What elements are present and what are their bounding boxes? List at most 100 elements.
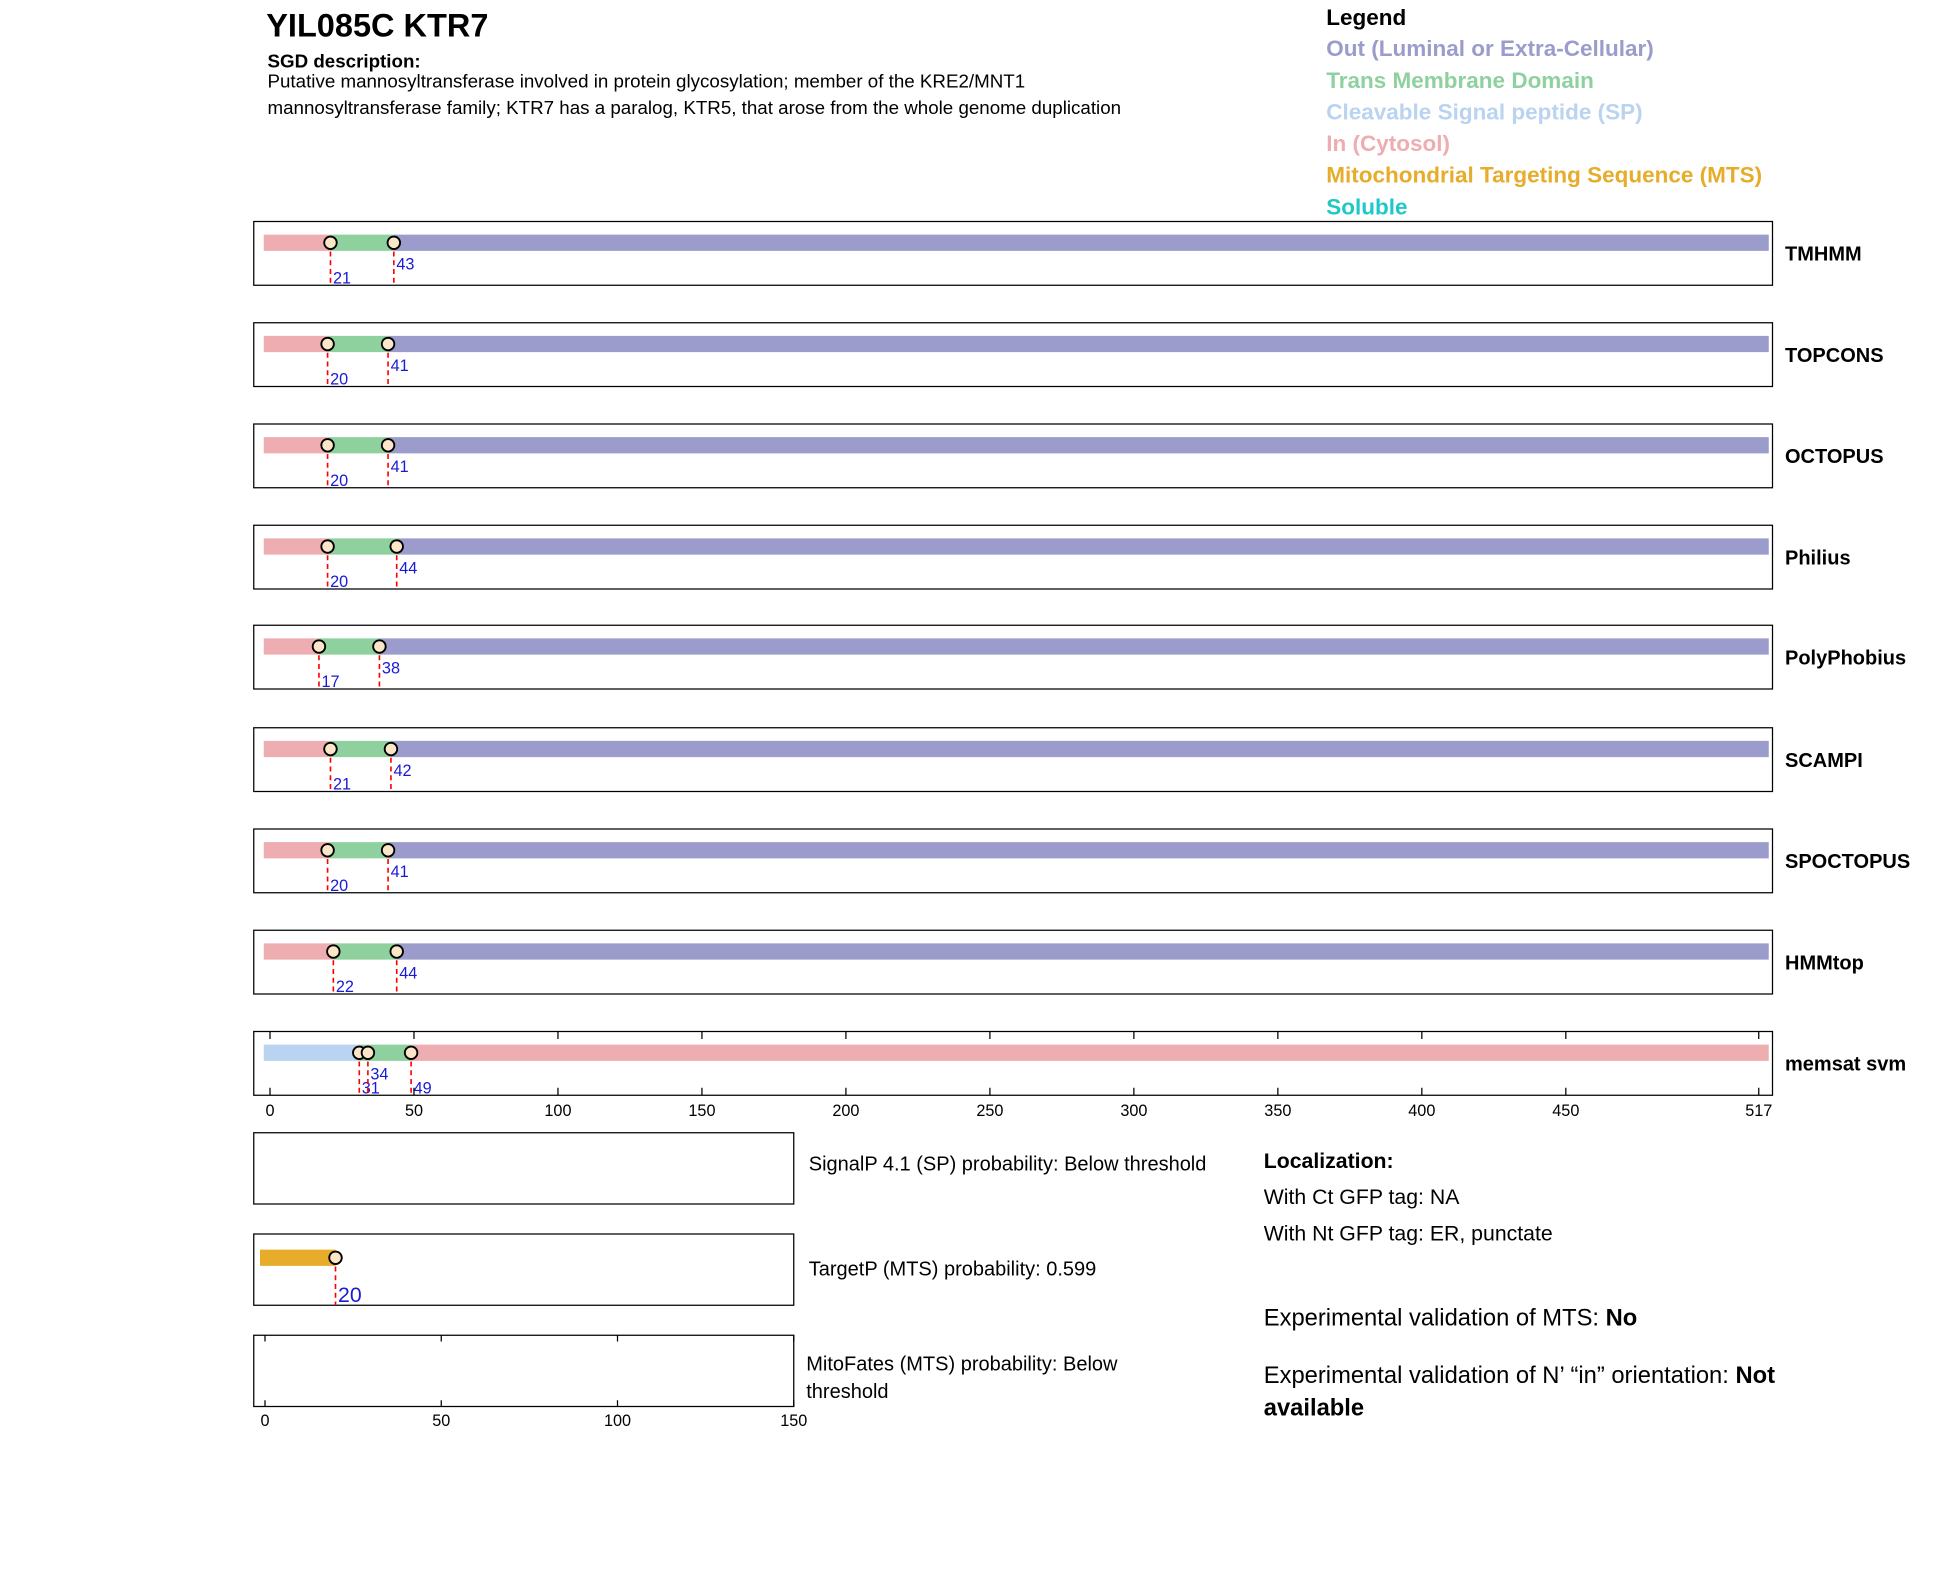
boundary-label: 17 [321,673,339,691]
track-name: HMMtop [1785,952,1864,974]
segment [263,234,331,251]
desc-line: Putative mannosyltransferase involved in… [268,71,1026,92]
segment [396,943,1769,960]
track-box [253,929,1774,995]
track-box [253,1334,795,1408]
boundary-marker [320,438,335,453]
segment [327,842,389,859]
x-tick-label: 50 [405,1102,423,1120]
x-tick-label: 50 [432,1412,450,1430]
x-tick-label: 0 [265,1102,274,1120]
x-tick-label: 250 [976,1102,1003,1120]
track-box [253,1132,795,1205]
boundary-label: 20 [338,1283,362,1307]
legend-title: Legend [1326,5,1406,30]
segment [379,638,1769,655]
boundary-marker [403,1045,419,1060]
boundary-label: 20 [330,573,348,591]
loc-ct: With Ct GFP tag: NA [1263,1185,1460,1209]
segment [330,234,394,251]
track-box [253,322,1774,388]
segment [263,335,328,353]
x-tick-label: 100 [544,1102,571,1120]
segment [393,234,1769,251]
boundary-label: 38 [382,659,400,677]
boundary-marker [311,639,327,654]
segment [396,538,1769,555]
segment [263,740,331,758]
panel-text: SignalP 4.1 (SP) probability: Below thre… [809,1154,1207,1176]
boundary-marker [320,336,335,352]
track-box [253,423,1774,489]
boundary-label: 31 [362,1079,380,1097]
x-tick-label: 300 [1120,1102,1147,1120]
track-name: SPOCTOPUS [1785,851,1910,873]
boundary-label: 20 [330,877,348,895]
localization-block: Localization: With Ct GFP tag: NA With N… [1264,1145,1914,1425]
desc-label: SGD description: [268,51,421,72]
boundary-label: 49 [414,1079,432,1097]
boundary-marker [386,235,402,250]
boundary-marker [389,539,404,554]
boundary-marker [389,944,404,959]
loc-mts: Experimental validation of MTS: No [1264,1303,1914,1336]
boundary-marker [328,1250,343,1265]
x-tick-label: 400 [1408,1102,1435,1120]
track-box [253,727,1774,793]
x-tick-label: 350 [1264,1102,1291,1120]
segment [263,437,328,454]
boundary-label: 20 [330,472,348,490]
segment [367,1044,412,1061]
track-name: PolyPhobius [1785,647,1906,669]
x-tick-label: 0 [260,1412,269,1430]
boundary-marker [323,235,338,250]
track-name: memsat svm [1785,1054,1906,1076]
track-name: SCAMPI [1785,750,1863,772]
segment [388,437,1769,454]
boundary-marker [372,639,387,654]
segment [411,1044,1769,1061]
boundary-marker [380,336,396,352]
desc-line: mannosyltransferase family; KTR7 has a p… [268,97,1122,118]
segment [263,842,328,859]
track-name: Philius [1785,547,1851,569]
loc-orient-value: Not available [1263,1362,1776,1422]
legend-item: Out (Luminal or Extra-Cellular) [1326,36,1654,61]
boundary-label: 42 [393,762,411,780]
title: YIL085C KTR7 [266,7,488,43]
loc-mts-label: Experimental validation of MTS: [1263,1305,1606,1332]
panel-text: MitoFates (MTS) probability: Below thres… [806,1354,1118,1403]
boundary-marker [323,741,338,757]
segment [263,1044,360,1061]
segment [260,1249,336,1266]
boundary-marker [383,741,399,757]
boundary-marker [360,1045,376,1060]
loc-mts-value: No [1605,1305,1638,1332]
boundary-label: 41 [391,458,409,476]
segment [263,638,319,655]
x-tick-label: 150 [780,1412,807,1430]
x-tick-label: 517 [1745,1102,1772,1120]
x-tick-label: 200 [832,1102,859,1120]
track-box [253,828,1774,894]
loc-title: Localization: [1263,1149,1394,1173]
legend-item: In (Cytosol) [1326,131,1450,156]
boundary-label: 22 [336,978,354,996]
boundary-label: 20 [330,371,348,389]
segment [263,538,328,555]
segment [390,740,1769,758]
track-name: OCTOPUS [1785,446,1884,468]
loc-orient: Experimental validation of N’ “in” orien… [1264,1360,1827,1425]
boundary-label: 43 [396,256,414,274]
boundary-marker [380,843,396,858]
localization: Localization: With Ct GFP tag: NA With N… [1264,1145,1914,1425]
legend-item: Soluble [1326,194,1407,219]
segment [327,437,389,454]
boundary-label: 44 [399,559,417,577]
boundary-marker [326,944,341,959]
boundary-marker [320,539,335,554]
loc-nt: With Nt GFP tag: ER, punctate [1263,1221,1553,1246]
x-tick-label: 100 [604,1412,631,1430]
boundary-label: 41 [391,357,409,375]
